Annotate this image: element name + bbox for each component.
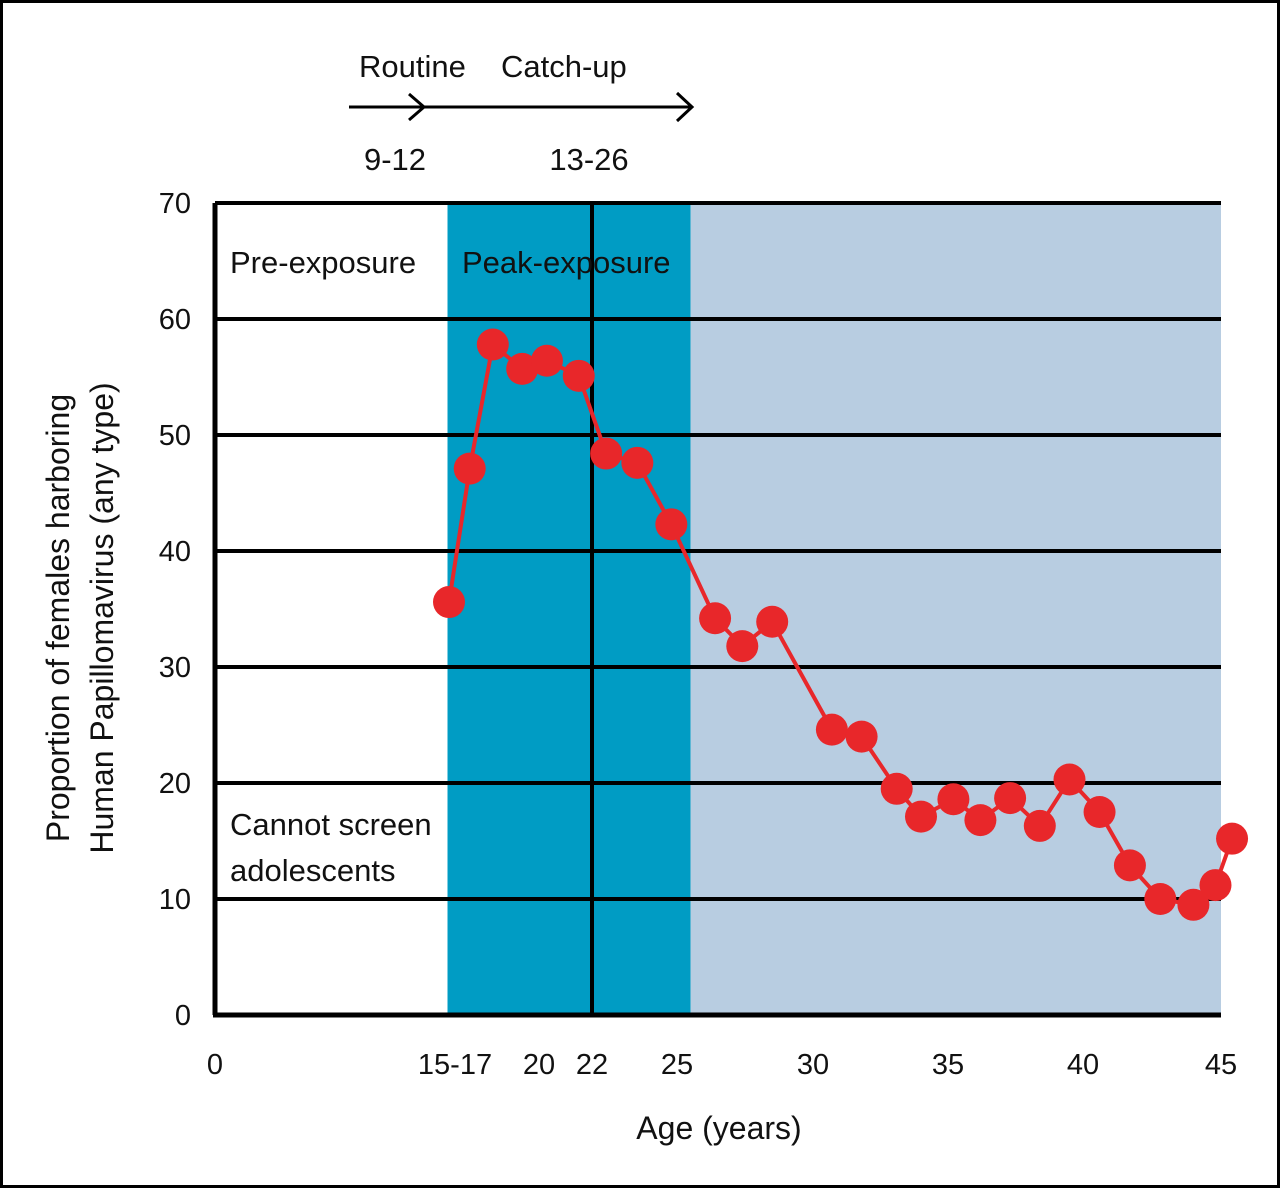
- data-point: [845, 720, 878, 753]
- data-point: [621, 446, 654, 479]
- data-point: [453, 452, 486, 485]
- x-tick-label: 22: [576, 1049, 608, 1081]
- data-point: [756, 605, 789, 638]
- catchup-range-label: 13-26: [549, 142, 628, 177]
- routine-arrowhead-icon: [408, 92, 427, 122]
- data-point: [1023, 809, 1056, 842]
- data-point: [880, 772, 913, 805]
- data-point: [1177, 888, 1210, 921]
- y-axis-title-line1: Proportion of females harboring: [40, 394, 76, 842]
- data-point: [1144, 883, 1177, 915]
- data-point: [1216, 822, 1249, 855]
- region-band-1: [447, 203, 691, 1015]
- x-tick-label: 30: [797, 1049, 829, 1081]
- routine-range-label: 9-12: [364, 142, 426, 177]
- y-tick-label: 20: [159, 768, 191, 800]
- hpv-prevalence-chart: 0 10 20 30 40 50 60 70 0 15-17 20 22 25 30 35 40 45 Pre…: [40, 49, 1249, 1146]
- y-tick-label: 60: [159, 304, 191, 336]
- data-point: [726, 630, 759, 663]
- data-point: [1199, 869, 1232, 902]
- region-band-0: [215, 203, 448, 1015]
- series-hpv-prevalence: [433, 328, 1249, 921]
- catchup-label: Catch-up: [501, 49, 627, 84]
- peak-exposure-label: Peak-exposure: [462, 245, 671, 280]
- vaccination-timeline: Routine Catch-up 9-12 13-26: [349, 49, 695, 177]
- data-point: [1113, 849, 1146, 882]
- data-point: [937, 783, 970, 816]
- data-point: [476, 328, 509, 361]
- pre-exposure-label: Pre-exposure: [230, 245, 416, 280]
- x-tick-label: 0: [207, 1049, 223, 1081]
- x-tick-label: 20: [523, 1049, 555, 1081]
- data-point: [1053, 763, 1086, 796]
- routine-label: Routine: [359, 49, 466, 84]
- data-point: [433, 586, 465, 619]
- y-tick-label: 50: [159, 420, 191, 452]
- x-tick-label: 40: [1067, 1049, 1099, 1081]
- data-point: [815, 713, 848, 746]
- x-tick-label: 25: [661, 1049, 693, 1081]
- data-point: [562, 359, 595, 392]
- data-point: [655, 508, 688, 541]
- x-axis-title: Age (years): [636, 1110, 801, 1146]
- catchup-arrowhead-icon: [675, 91, 695, 123]
- data-point: [964, 804, 997, 837]
- y-tick-labels: 0 10 20 30 40 50 60 70: [159, 188, 191, 1032]
- y-tick-label: 70: [159, 188, 191, 220]
- x-tick-labels: 0 15-17 20 22 25 30 35 40 45: [207, 1049, 1237, 1081]
- x-tick-label: 35: [932, 1049, 964, 1081]
- y-tick-label: 30: [159, 652, 191, 684]
- x-tick-label: 15-17: [418, 1049, 492, 1081]
- cannot-screen-label-line2: adolescents: [230, 853, 395, 888]
- data-point: [699, 602, 732, 635]
- data-point: [994, 782, 1027, 815]
- data-point: [530, 344, 563, 377]
- data-point: [905, 800, 937, 833]
- data-point: [1083, 796, 1116, 828]
- y-axis-title-line2: Human Papillomavirus (any type): [84, 382, 120, 853]
- data-point: [590, 437, 623, 470]
- gridlines: [215, 201, 1221, 901]
- y-tick-label: 40: [159, 536, 191, 568]
- data-point: [506, 352, 539, 385]
- y-tick-label: 0: [175, 1000, 191, 1032]
- x-tick-label: 45: [1205, 1049, 1237, 1081]
- cannot-screen-label-line1: Cannot screen: [230, 807, 432, 842]
- y-tick-label: 10: [159, 884, 191, 916]
